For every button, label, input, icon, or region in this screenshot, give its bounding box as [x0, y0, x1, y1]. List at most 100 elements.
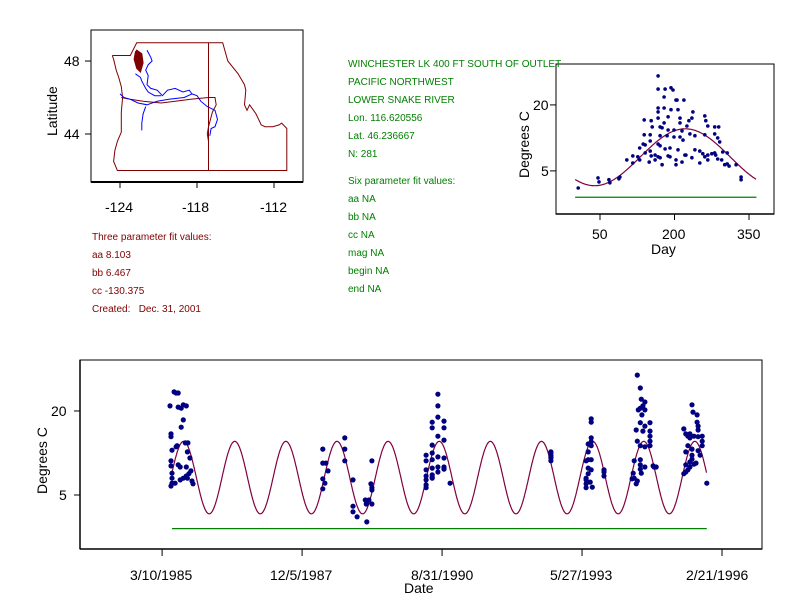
- six-param-begin: begin NA: [348, 266, 390, 277]
- data-point: [660, 162, 664, 167]
- data-point: [633, 427, 639, 433]
- six-param-bb: bb NA: [348, 212, 376, 223]
- data-point: [435, 391, 441, 397]
- ts-chart-ytick-label: 20: [51, 403, 67, 419]
- data-point: [447, 480, 453, 486]
- data-point: [656, 87, 660, 91]
- data-point: [668, 146, 672, 150]
- fit-curve: [171, 440, 708, 515]
- data-point: [647, 420, 653, 426]
- data-point: [710, 151, 714, 156]
- data-point: [441, 455, 447, 461]
- six-param-mag: mag NA: [348, 248, 385, 259]
- data-point: [441, 418, 447, 424]
- data-point: [690, 409, 696, 415]
- data-point: [435, 454, 441, 460]
- data-point: [672, 135, 676, 139]
- map-xtick-label: -118: [182, 199, 209, 215]
- data-point: [663, 147, 667, 151]
- data-point: [658, 133, 662, 138]
- data-point: [168, 458, 174, 464]
- data-point: [699, 443, 705, 449]
- data-point: [429, 457, 435, 463]
- data-points: [167, 372, 710, 525]
- data-point: [608, 181, 612, 185]
- ts-chart-xtick-label: 3/10/1985: [130, 567, 193, 583]
- data-point: [698, 149, 702, 153]
- data-point: [716, 125, 721, 129]
- data-point: [630, 470, 636, 476]
- data-point: [423, 458, 429, 464]
- data-point: [183, 403, 189, 409]
- data-point: [703, 133, 707, 137]
- data-point: [597, 180, 601, 184]
- data-point: [701, 151, 705, 156]
- data-point: [649, 118, 653, 123]
- data-points: [576, 74, 743, 190]
- data-point: [695, 423, 701, 429]
- data-point: [687, 431, 693, 437]
- map-ticks: [85, 60, 275, 188]
- day-chart-xtick-label: 350: [737, 226, 761, 242]
- data-point: [727, 164, 731, 168]
- data-point: [637, 158, 642, 162]
- data-point: [699, 433, 705, 439]
- station-basin: LOWER SNAKE RIVER: [348, 95, 455, 106]
- data-point: [656, 110, 660, 114]
- data-point: [643, 143, 647, 147]
- data-point: [689, 402, 695, 408]
- data-point: [642, 423, 648, 429]
- data-point: [320, 476, 326, 482]
- ts-chart-y-axis-label: Degrees C: [34, 427, 50, 494]
- data-point: [350, 509, 356, 515]
- three-param-bb: bb 6.467: [92, 268, 131, 279]
- data-point: [435, 433, 441, 439]
- data-point: [675, 98, 679, 102]
- data-point: [588, 457, 594, 463]
- data-point: [435, 469, 441, 475]
- data-point: [175, 390, 181, 396]
- data-point: [663, 87, 667, 91]
- data-point: [653, 158, 657, 162]
- data-point: [601, 469, 607, 475]
- data-point: [706, 124, 710, 128]
- data-point: [342, 435, 348, 441]
- day-of-year-chart: [550, 63, 775, 220]
- state-border-line: [121, 97, 217, 142]
- data-point: [190, 481, 196, 487]
- data-point: [653, 464, 659, 470]
- data-point: [685, 124, 689, 128]
- data-point: [715, 157, 720, 161]
- ts-chart-xtick-label: 2/21/1996: [686, 567, 749, 583]
- data-point: [658, 155, 662, 160]
- data-point: [583, 477, 589, 483]
- station-region: PACIFIC NORTHWEST: [348, 77, 454, 88]
- data-point: [342, 458, 348, 464]
- map-y-axis-label: Latitude: [44, 86, 60, 136]
- data-point: [625, 158, 629, 162]
- data-point: [689, 452, 695, 458]
- data-point: [635, 407, 641, 413]
- data-point: [688, 132, 692, 136]
- data-point: [706, 158, 710, 162]
- data-point: [695, 448, 701, 454]
- data-point: [583, 481, 589, 487]
- three-param-aa: aa 8.103: [92, 250, 131, 261]
- data-point: [588, 435, 594, 441]
- data-point: [680, 129, 684, 133]
- river-line: [119, 93, 193, 106]
- data-point: [691, 110, 695, 114]
- ts-chart-ytick-label: 5: [59, 487, 67, 503]
- data-point: [173, 444, 179, 450]
- data-point: [342, 446, 348, 452]
- map-xtick-label: -112: [260, 199, 287, 215]
- data-point: [320, 486, 326, 492]
- puget-sound-islands: [133, 49, 144, 73]
- data-point: [188, 468, 194, 474]
- data-point: [183, 464, 189, 470]
- six-param-title: Six parameter fit values:: [348, 176, 456, 187]
- data-point: [185, 440, 191, 446]
- six-param-aa: aa NA: [348, 194, 376, 205]
- data-point: [647, 438, 653, 444]
- map-frame: [90, 29, 304, 183]
